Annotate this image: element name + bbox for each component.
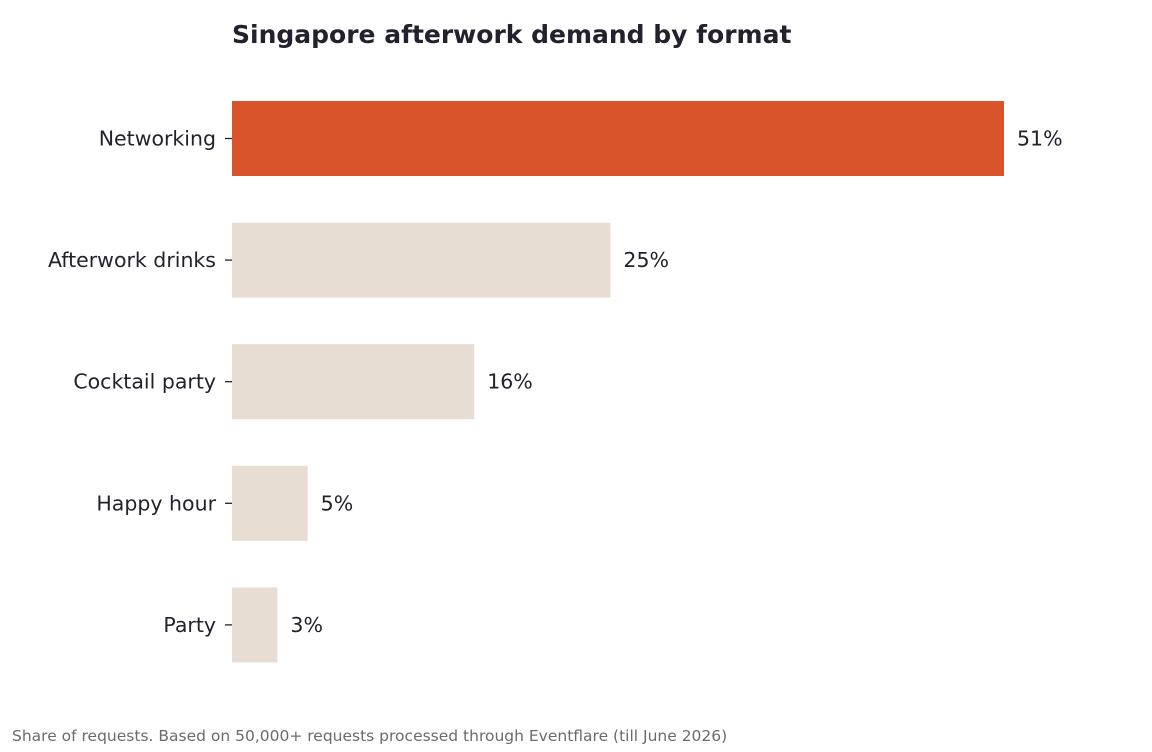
- category-label-afterwork-drinks: Afterwork drinks: [48, 248, 216, 272]
- value-label-cocktail-party: 16%: [487, 370, 533, 394]
- labels-layer: Networking 51% Afterwork drinks 25% Cocktail…: [48, 127, 1063, 637]
- category-label-cocktail-party: Cocktail party: [73, 370, 216, 394]
- bar-afterwork-drinks: [232, 222, 611, 298]
- bars-layer: [232, 101, 1004, 663]
- category-label-happy-hour: Happy hour: [96, 491, 216, 515]
- category-label-networking: Networking: [99, 127, 216, 151]
- value-label-party: 3%: [290, 613, 323, 637]
- value-label-networking: 51%: [1017, 127, 1063, 151]
- value-label-afterwork-drinks: 25%: [623, 248, 669, 272]
- value-label-happy-hour: 5%: [321, 491, 354, 515]
- footnote: Share of requests. Based on 50,000+ requ…: [12, 727, 728, 745]
- category-label-party: Party: [163, 613, 216, 637]
- bar-happy-hour: [232, 465, 308, 541]
- bar-cocktail-party: [232, 344, 475, 420]
- chart-title: Singapore afterwork demand by format: [232, 20, 792, 49]
- bar-party: [232, 587, 278, 663]
- bar-networking: [232, 101, 1004, 176]
